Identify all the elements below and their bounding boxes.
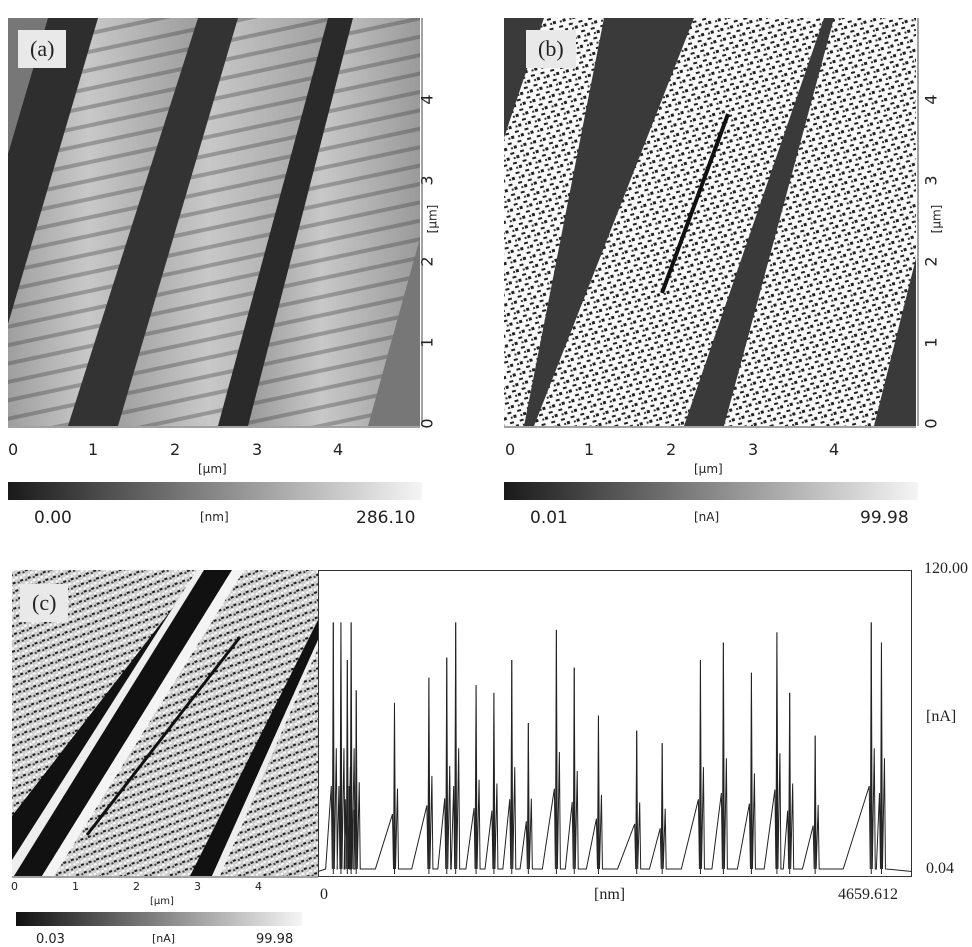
panel-label-a: (a): [18, 30, 67, 68]
x-tick-b-1: 1: [584, 440, 595, 459]
current-image: [504, 18, 916, 426]
colorbar-c-max: 99.98: [256, 932, 294, 947]
x-tick-b-3: 3: [748, 440, 759, 459]
x-axis-b: [504, 426, 916, 428]
y-tick-a-1: 1: [417, 337, 437, 348]
y-unit-a: [µm]: [425, 204, 440, 234]
y-tick-c-min: 0.04: [926, 860, 954, 877]
x-tick-c-start: 0: [320, 886, 328, 903]
colorbar-a: [8, 482, 422, 500]
y-tick-b-2: 2: [921, 256, 941, 267]
y-axis-a: [421, 18, 423, 426]
x-axis-a: [8, 426, 420, 428]
x-tick-a-2: 2: [170, 440, 181, 459]
y-tick-b-4: 4: [921, 94, 941, 105]
y-tick-a-4: 4: [417, 94, 437, 105]
colorbar-b: [504, 482, 918, 500]
x-unit-a: [µm]: [198, 462, 227, 476]
panel-label-b: (b): [526, 30, 576, 68]
x-tick-a-4: 4: [333, 440, 344, 459]
x-tick-c-3: 3: [194, 880, 201, 893]
y-tick-b-3: 3: [921, 175, 941, 186]
x-tick-c-4: 4: [255, 880, 262, 893]
plot-frame: [318, 570, 912, 877]
x-tick-a-0: 0: [8, 440, 19, 459]
y-tick-a-2: 2: [417, 256, 437, 267]
y-tick-a-0: 0: [417, 418, 437, 429]
x-tick-c-0: 0: [11, 880, 18, 893]
colorbar-a-min: 0.00: [34, 508, 72, 528]
x-tick-b-4: 4: [829, 440, 840, 459]
y-tick-c-max: 120.00: [924, 560, 968, 577]
series-line: [318, 622, 912, 872]
colorbar-a-max: 286.10: [356, 508, 416, 528]
x-tick-c-1: 1: [72, 880, 79, 893]
colorbar-b-unit: [nA]: [694, 510, 720, 524]
colorbar-b-max: 99.98: [860, 508, 909, 528]
y-axis-b: [917, 18, 919, 426]
colorbar-c-unit: [nA]: [152, 932, 176, 945]
colorbar-b-min: 0.01: [530, 508, 568, 528]
x-unit-b: [µm]: [694, 462, 723, 476]
x-tick-c-2: 2: [133, 880, 140, 893]
current-profile-chart: [318, 570, 912, 877]
y-tick-b-1: 1: [921, 337, 941, 348]
y-tick-b-0: 0: [921, 418, 941, 429]
topography-image: [8, 18, 420, 426]
y-tick-a-3: 3: [417, 175, 437, 186]
current-image-c: [12, 570, 318, 876]
y-unit-b: [µm]: [929, 204, 944, 234]
colorbar-c: [16, 912, 302, 926]
colorbar-c-min: 0.03: [36, 932, 65, 947]
x-tick-b-0: 0: [505, 440, 516, 459]
x-tick-b-2: 2: [666, 440, 677, 459]
panel-label-c: (c): [20, 584, 69, 622]
x-axis-c: [12, 876, 318, 878]
y-label-c: [nA]: [926, 708, 957, 725]
x-tick-a-1: 1: [88, 440, 99, 459]
colorbar-a-unit: [nm]: [200, 510, 229, 524]
x-tick-a-3: 3: [252, 440, 263, 459]
x-tick-c-end: 4659.612: [838, 886, 898, 903]
x-unit-c: [µm]: [150, 896, 174, 907]
x-label-c: [nm]: [594, 886, 626, 903]
